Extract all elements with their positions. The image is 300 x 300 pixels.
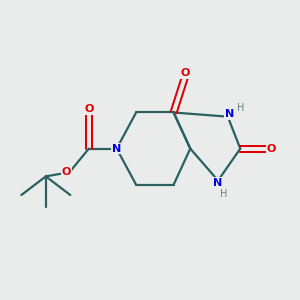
Text: O: O [84, 104, 94, 114]
Text: H: H [237, 103, 245, 113]
Text: N: N [112, 144, 121, 154]
Text: O: O [267, 144, 276, 154]
Text: O: O [62, 167, 71, 177]
Text: N: N [213, 178, 223, 188]
Text: H: H [220, 189, 228, 200]
Text: N: N [224, 110, 234, 119]
Text: O: O [180, 68, 189, 78]
